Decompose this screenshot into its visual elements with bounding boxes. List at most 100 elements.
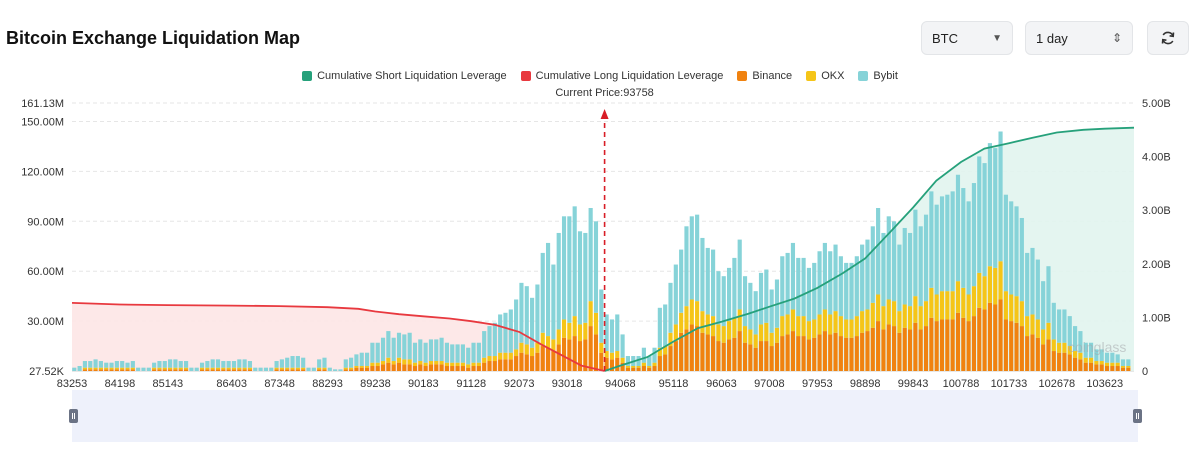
bar-okx [199, 367, 205, 370]
y-right-tick-label: 1.00B [1142, 312, 1171, 324]
x-tick-label: 98898 [850, 378, 881, 390]
x-tick-label: 88293 [312, 378, 343, 390]
bar-bybit [892, 221, 897, 302]
x-axis: 83253 84198 85143 86403 87348 88293 89238 90183… [57, 378, 1123, 390]
liquidation-map-chart[interactable]: 27.52K 30.00M 60.00M 90.00M 120.00M 150.00M 16… [0, 0, 1200, 390]
bar-okx [428, 361, 434, 365]
bar-bybit [327, 367, 332, 371]
legend-swatch-binance [737, 71, 748, 81]
bar-okx [854, 316, 859, 337]
legend-item-long[interactable]: Cumulative Long Liquidation Leverage [520, 70, 723, 82]
bar-bybit [993, 148, 998, 268]
bar-okx [801, 316, 806, 337]
bar-okx [221, 367, 226, 370]
bar-okx [519, 342, 524, 353]
x-tick-label: 86403 [216, 378, 247, 390]
bar-bybit [955, 174, 961, 282]
bar-binance [551, 351, 556, 371]
bar-binance [285, 369, 290, 371]
bar-binance [210, 369, 215, 371]
refresh-button[interactable] [1147, 21, 1189, 55]
bar-bybit [854, 256, 859, 317]
bar-bybit [1110, 352, 1115, 363]
bar-bybit [450, 344, 455, 363]
bar-okx [998, 261, 1003, 300]
zoom-slider[interactable] [69, 390, 1142, 442]
bar-bybit [1025, 252, 1030, 317]
coin-select[interactable]: BTC ▼ [921, 21, 1013, 55]
bar-bybit [886, 216, 891, 300]
legend-item-bybit[interactable]: Bybit [858, 70, 898, 82]
bar-bybit [311, 367, 316, 371]
bar-bybit [785, 252, 790, 315]
bar-okx [780, 316, 785, 337]
bar-okx [551, 339, 556, 352]
zoom-handle-right[interactable] [1133, 409, 1142, 423]
bar-okx [929, 287, 934, 318]
bar-binance [215, 369, 221, 371]
x-tick-label: 99843 [898, 378, 929, 390]
bar-binance [386, 362, 391, 371]
bar-bybit [130, 361, 135, 368]
bar-bybit [226, 361, 231, 368]
bar-bybit [625, 356, 630, 367]
bar-binance [892, 326, 897, 371]
x-tick-label: 90183 [408, 378, 439, 390]
bar-binance [748, 344, 753, 371]
legend-item-short[interactable]: Cumulative Short Liquidation Leverage [302, 70, 507, 82]
bar-binance [1062, 352, 1067, 371]
bar-bybit [402, 334, 407, 360]
bar-binance [98, 369, 103, 371]
bar-bybit [865, 239, 870, 310]
legend-label-okx: OKX [821, 70, 845, 82]
bar-binance [545, 347, 551, 371]
bar-okx [423, 362, 428, 367]
bar-bybit [535, 284, 540, 343]
bar-bybit [1009, 201, 1014, 295]
zoom-handle-left[interactable] [69, 409, 78, 423]
bar-bybit [561, 216, 567, 320]
bar-okx [934, 294, 939, 322]
bar-bybit [726, 267, 732, 322]
bar-binance [439, 364, 444, 371]
bar-okx [822, 309, 827, 332]
bar-bybit [1051, 302, 1056, 340]
bar-binance [279, 369, 284, 371]
bar-bybit [514, 299, 519, 350]
bar-okx [247, 367, 253, 370]
bar-binance [1046, 339, 1051, 371]
bar-binance [700, 332, 705, 371]
bar-binance [1057, 352, 1062, 371]
bar-okx [178, 367, 183, 370]
bar-binance [508, 359, 513, 371]
bar-okx [1019, 301, 1024, 327]
bar-bybit [711, 249, 716, 317]
updown-chevron-icon: ⇕ [1111, 31, 1122, 45]
bar-okx [1030, 314, 1035, 335]
bar-okx [508, 352, 513, 360]
bar-okx [684, 306, 689, 330]
legend-item-binance[interactable]: Binance [737, 70, 792, 82]
bar-binance [806, 339, 811, 371]
bar-binance [487, 361, 492, 371]
bar-okx [876, 294, 881, 322]
bar-bybit [860, 244, 865, 312]
bar-binance [88, 369, 93, 371]
bar-binance [519, 352, 524, 371]
bar-bybit [375, 342, 380, 363]
bar-okx [98, 367, 103, 370]
short-cumulative-line [604, 126, 1135, 372]
bar-okx [535, 342, 540, 353]
bar-okx [764, 322, 769, 342]
bar-okx [961, 287, 966, 318]
time-range-select[interactable]: 1 day ⇕ [1025, 21, 1133, 55]
bar-okx [114, 367, 119, 370]
legend-item-okx[interactable]: OKX [806, 70, 844, 82]
bar-binance [785, 334, 790, 371]
bar-okx [982, 276, 987, 310]
bar-binance [620, 362, 625, 371]
bar-okx [561, 319, 567, 338]
bar-okx [545, 336, 551, 348]
bar-bybit [439, 337, 444, 362]
bar-binance [977, 307, 982, 371]
